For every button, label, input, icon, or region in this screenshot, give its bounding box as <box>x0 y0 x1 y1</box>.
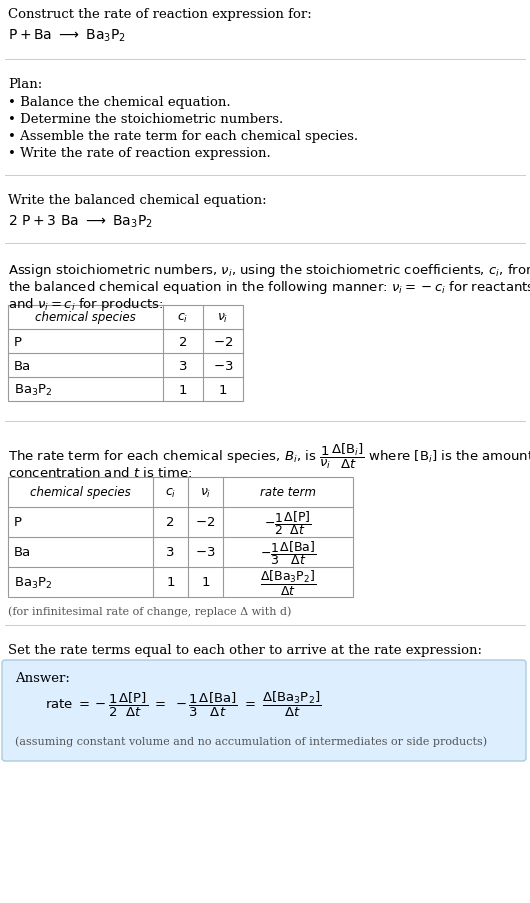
Text: (for infinitesimal rate of change, replace Δ with d): (for infinitesimal rate of change, repla… <box>8 605 292 616</box>
Text: Construct the rate of reaction expression for:: Construct the rate of reaction expressio… <box>8 8 312 21</box>
Text: $\nu_i$: $\nu_i$ <box>217 312 228 324</box>
Text: Answer:: Answer: <box>15 671 70 684</box>
Text: $\mathrm{Ba_3P_2}$: $\mathrm{Ba_3P_2}$ <box>14 575 52 590</box>
Text: • Determine the stoichiometric numbers.: • Determine the stoichiometric numbers. <box>8 113 283 126</box>
Text: 3: 3 <box>166 546 175 559</box>
Bar <box>8 478 353 598</box>
Text: $-2$: $-2$ <box>196 516 216 529</box>
Text: The rate term for each chemical species, $B_i$, is $\dfrac{1}{\nu_i}\dfrac{\Delt: The rate term for each chemical species,… <box>8 442 530 470</box>
Text: • Balance the chemical equation.: • Balance the chemical equation. <box>8 96 231 109</box>
Text: $c_i$: $c_i$ <box>165 486 176 499</box>
Text: P: P <box>14 335 22 349</box>
Text: concentration and $t$ is time:: concentration and $t$ is time: <box>8 465 192 479</box>
Text: Set the rate terms equal to each other to arrive at the rate expression:: Set the rate terms equal to each other t… <box>8 643 482 656</box>
Text: Plan:: Plan: <box>8 78 42 91</box>
Text: the balanced chemical equation in the following manner: $\nu_i = -c_i$ for react: the balanced chemical equation in the fo… <box>8 279 530 295</box>
Text: Write the balanced chemical equation:: Write the balanced chemical equation: <box>8 194 267 207</box>
Text: $-2$: $-2$ <box>213 335 233 349</box>
Text: rate $= -\dfrac{1}{2}\dfrac{\Delta[\mathrm{P}]}{\Delta t}\ =\ -\dfrac{1}{3}\dfra: rate $= -\dfrac{1}{2}\dfrac{\Delta[\math… <box>45 689 322 719</box>
Text: • Assemble the rate term for each chemical species.: • Assemble the rate term for each chemic… <box>8 130 358 143</box>
Text: (assuming constant volume and no accumulation of intermediates or side products): (assuming constant volume and no accumul… <box>15 736 487 746</box>
Text: 1: 1 <box>179 383 187 396</box>
Text: $\mathregular{P + Ba}\ \longrightarrow\ \mathregular{Ba_3P_2}$: $\mathregular{P + Ba}\ \longrightarrow\ … <box>8 28 126 44</box>
Text: chemical species: chemical species <box>30 486 131 499</box>
Text: $-3$: $-3$ <box>213 359 233 372</box>
Text: $c_i$: $c_i$ <box>178 312 189 324</box>
Text: P: P <box>14 516 22 529</box>
Text: 1: 1 <box>219 383 227 396</box>
Text: $-\dfrac{1}{2}\dfrac{\Delta[\mathrm{P}]}{\Delta t}$: $-\dfrac{1}{2}\dfrac{\Delta[\mathrm{P}]}… <box>264 508 312 536</box>
Text: 1: 1 <box>201 576 210 589</box>
Text: rate term: rate term <box>260 486 316 499</box>
Text: 3: 3 <box>179 359 187 372</box>
Text: 1: 1 <box>166 576 175 589</box>
Text: $-\dfrac{1}{3}\dfrac{\Delta[\mathrm{Ba}]}{\Delta t}$: $-\dfrac{1}{3}\dfrac{\Delta[\mathrm{Ba}]… <box>260 538 316 566</box>
Text: 2: 2 <box>179 335 187 349</box>
Text: and $\nu_i = c_i$ for products:: and $\nu_i = c_i$ for products: <box>8 295 164 312</box>
Bar <box>8 305 243 402</box>
Text: $\mathregular{2\ P + 3\ Ba}\ \longrightarrow\ \mathregular{Ba_3P_2}$: $\mathregular{2\ P + 3\ Ba}\ \longrighta… <box>8 214 153 230</box>
Text: Ba: Ba <box>14 359 31 372</box>
Text: $\mathrm{Ba_3P_2}$: $\mathrm{Ba_3P_2}$ <box>14 382 52 397</box>
Text: Assign stoichiometric numbers, $\nu_i$, using the stoichiometric coefficients, $: Assign stoichiometric numbers, $\nu_i$, … <box>8 262 530 279</box>
Text: • Write the rate of reaction expression.: • Write the rate of reaction expression. <box>8 147 271 160</box>
Text: chemical species: chemical species <box>35 312 136 324</box>
Text: $-3$: $-3$ <box>195 546 216 559</box>
Text: $\dfrac{\Delta[\mathrm{Ba_3P_2}]}{\Delta t}$: $\dfrac{\Delta[\mathrm{Ba_3P_2}]}{\Delta… <box>260 568 316 597</box>
Text: $\nu_i$: $\nu_i$ <box>200 486 211 499</box>
Text: Ba: Ba <box>14 546 31 559</box>
Text: 2: 2 <box>166 516 175 529</box>
FancyBboxPatch shape <box>2 660 526 761</box>
